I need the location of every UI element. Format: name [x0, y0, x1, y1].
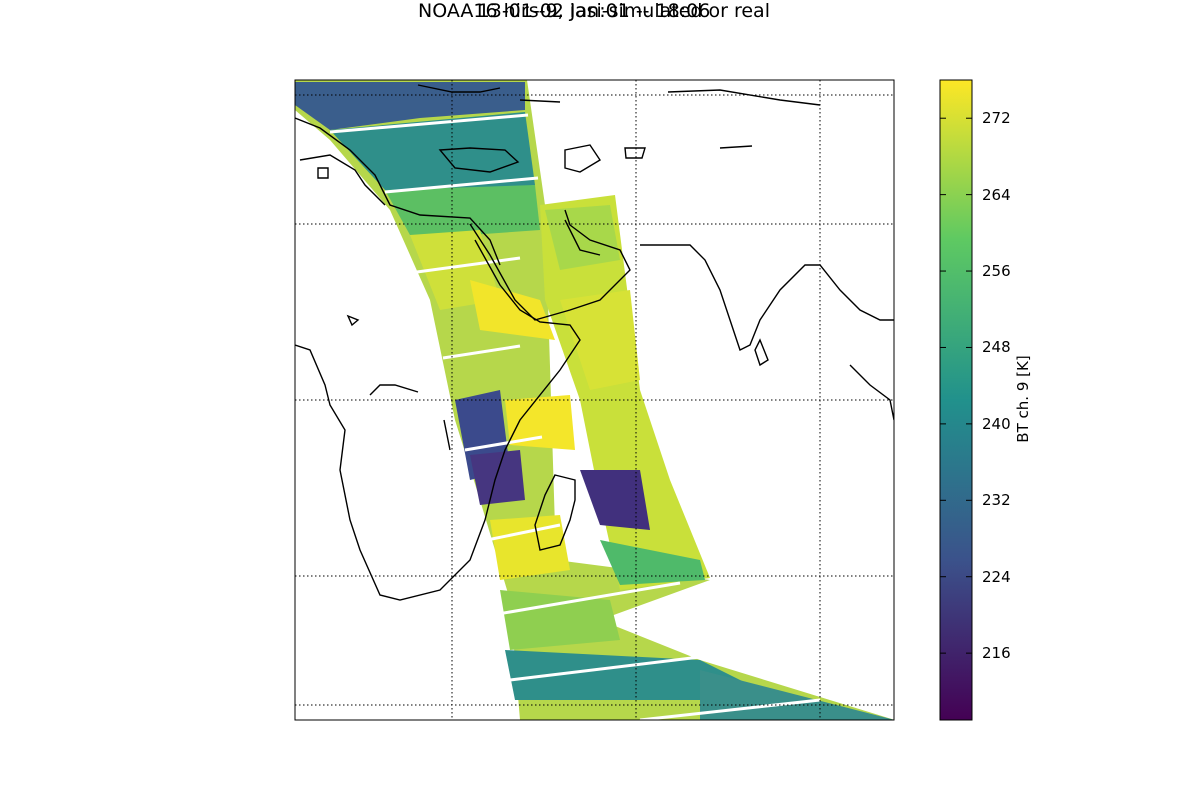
colorbar-tick-label: 272 — [982, 109, 1011, 128]
colorbar-frame — [939, 79, 973, 721]
map-frame — [294, 79, 895, 721]
graticule — [295, 80, 894, 720]
colorbar-tick-label: 248 — [982, 338, 1011, 357]
map-title-line2: 13-01-02 Jan:01 -- 18:06 — [477, 0, 711, 22]
colorbar — [940, 80, 972, 720]
colorbar-tick-label: 216 — [982, 644, 1011, 663]
colorbar-tick-marks — [940, 117, 972, 654]
swath-2 — [540, 195, 710, 590]
colorbar-tick-label: 232 — [982, 491, 1011, 510]
scan-gaps — [329, 113, 821, 720]
map-title-line1: NOAA16 hirs-9, iasi-simulated or real — [418, 0, 770, 22]
colorbar-tick-label: 256 — [982, 262, 1011, 281]
colorbar-tick-label: 264 — [982, 185, 1011, 204]
colorbar-label: BT ch. 9 [K] — [1014, 355, 1032, 443]
colorbar-tick-label: 224 — [982, 567, 1011, 586]
colorbar-tick-label: 240 — [982, 414, 1011, 433]
map-plot-area — [295, 80, 894, 720]
coastlines — [295, 84, 894, 601]
